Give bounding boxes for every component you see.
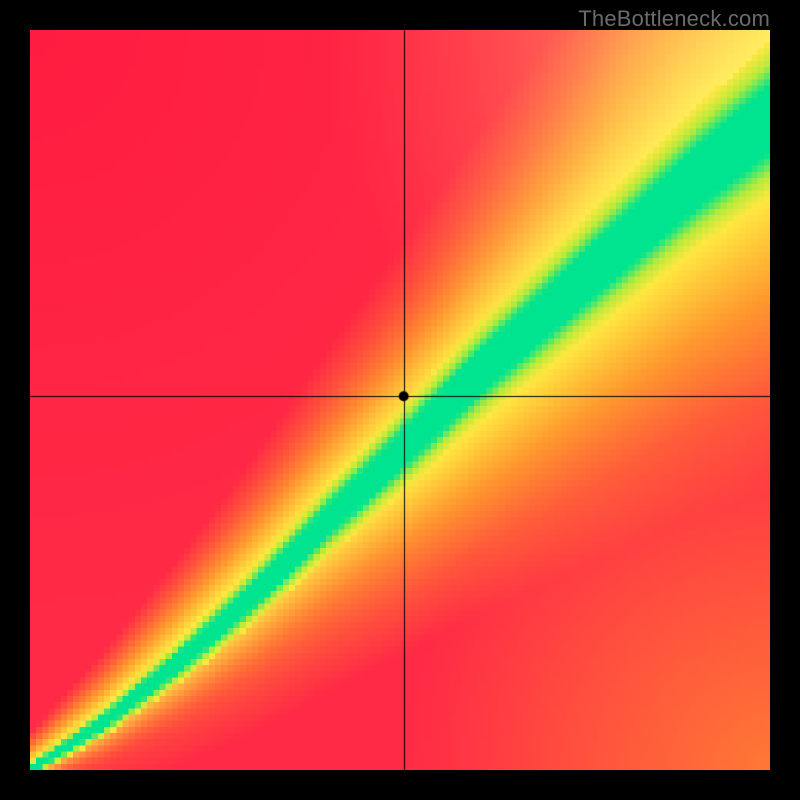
watermark-text: TheBottleneck.com	[578, 6, 770, 32]
crosshair-overlay	[30, 30, 770, 770]
chart-frame: { "watermark": { "text": "TheBottleneck.…	[0, 0, 800, 800]
